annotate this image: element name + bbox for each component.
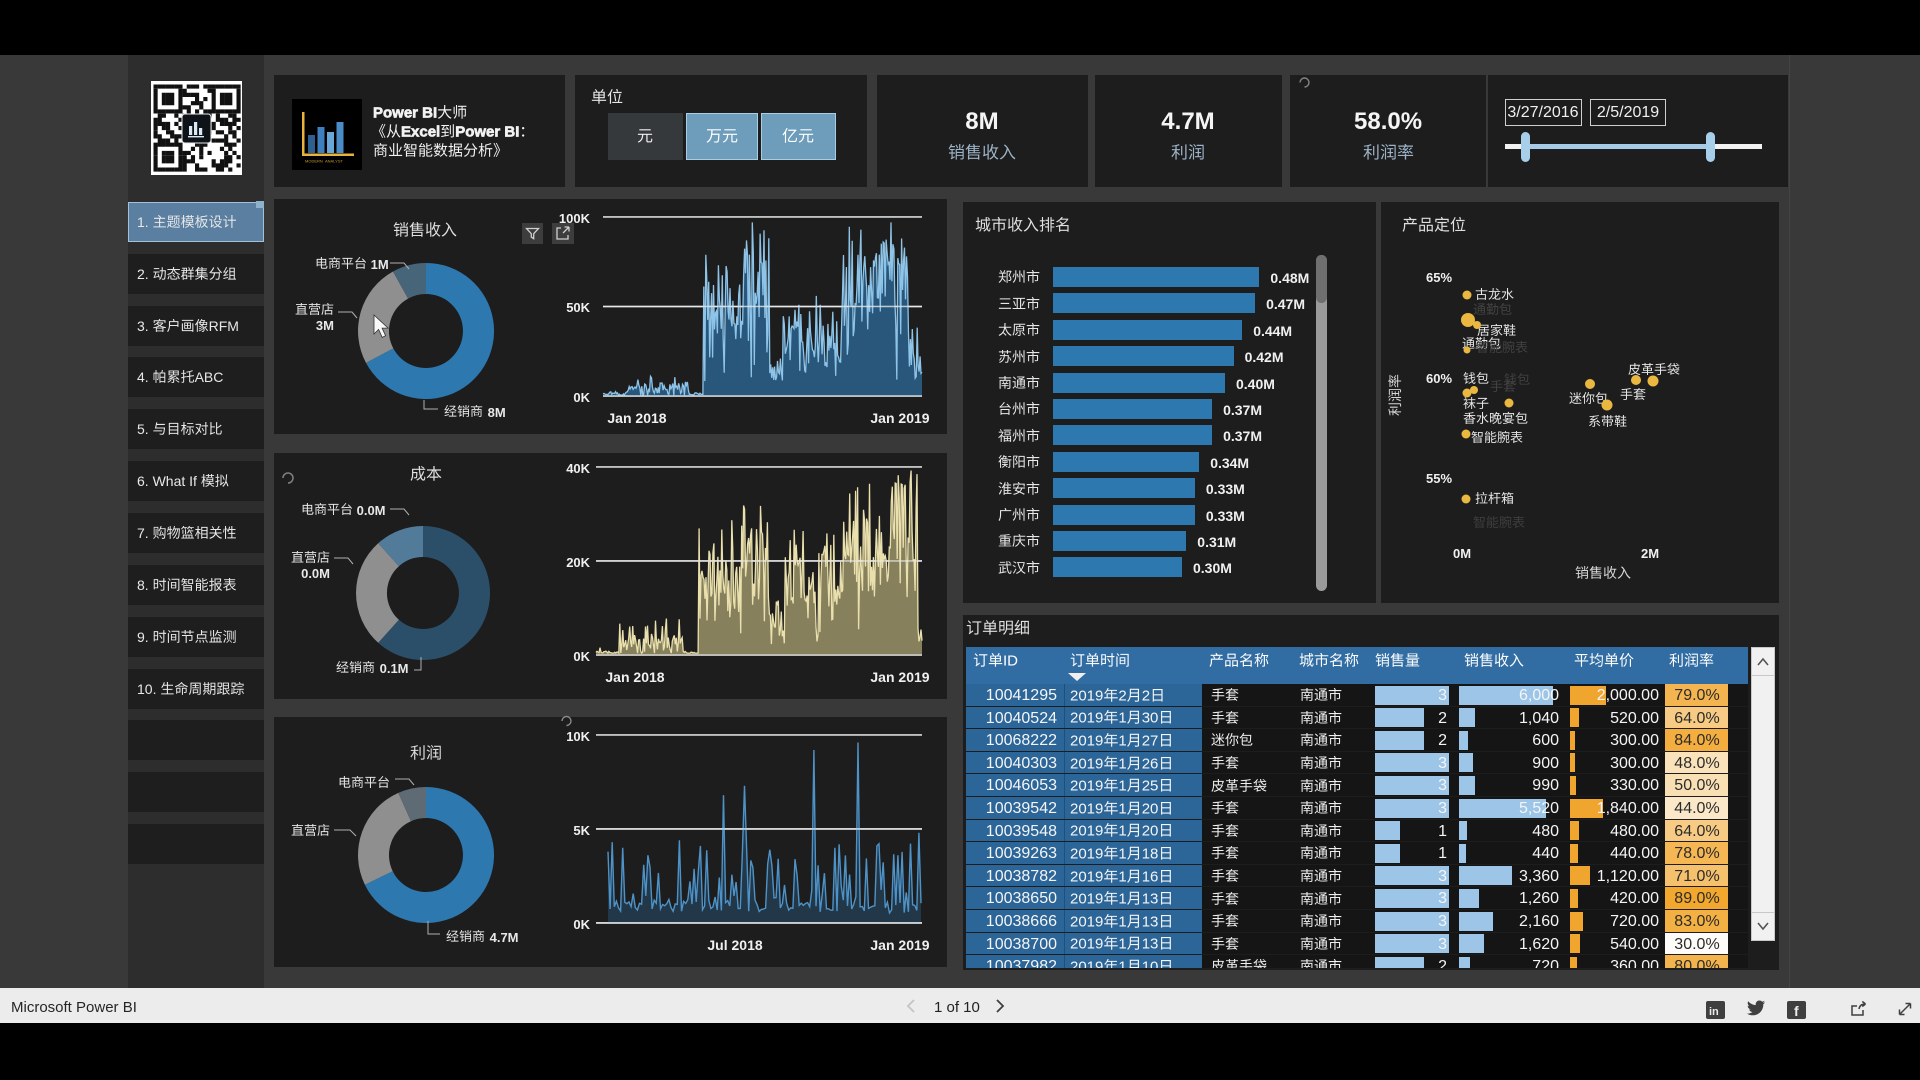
svg-text:13: 13	[1142, 891, 1159, 908]
svg-text:1: 1	[1118, 936, 1126, 953]
svg-text:2019: 2019	[1070, 823, 1103, 840]
svg-text:2019: 2019	[1070, 936, 1103, 953]
svg-text:1: 1	[1118, 800, 1126, 817]
svg-text:2019: 2019	[1070, 913, 1103, 930]
svg-text:25: 25	[1142, 778, 1159, 795]
svg-text:1: 1	[1118, 846, 1126, 863]
svg-text:1: 1	[1118, 755, 1126, 772]
svg-text:1: 1	[1118, 868, 1126, 885]
svg-text:2019: 2019	[1070, 710, 1103, 727]
svg-text:1: 1	[1118, 823, 1126, 840]
svg-text:1: 1	[1118, 778, 1126, 795]
svg-text:27: 27	[1142, 733, 1159, 750]
svg-text:18: 18	[1142, 846, 1159, 863]
svg-text:2019: 2019	[1070, 800, 1103, 817]
svg-text:1: 1	[1118, 733, 1126, 750]
svg-text:13: 13	[1142, 913, 1159, 930]
svg-text:4.: 4.	[137, 369, 153, 385]
svg-text:2019: 2019	[1070, 868, 1103, 885]
svg-text:1.: 1.	[137, 214, 153, 230]
svg-text:1: 1	[1118, 959, 1126, 968]
svg-text:1: 1	[1118, 891, 1126, 908]
svg-text:20: 20	[1142, 800, 1159, 817]
svg-text:MODERN ANALYST: MODERN ANALYST	[305, 159, 343, 164]
svg-text:2.: 2.	[137, 266, 153, 282]
svg-text:f: f	[1794, 1003, 1799, 1019]
svg-text:1: 1	[1118, 710, 1126, 727]
svg-text:2: 2	[1142, 687, 1150, 704]
svg-text:5.: 5.	[137, 421, 153, 437]
svg-text:30: 30	[1142, 710, 1159, 727]
svg-text:ID: ID	[1003, 653, 1018, 670]
svg-text:2019: 2019	[1070, 959, 1103, 968]
svg-text:Excel: Excel	[401, 124, 440, 141]
svg-text:2019: 2019	[1070, 891, 1103, 908]
svg-text:2019: 2019	[1070, 755, 1103, 772]
svg-text:20: 20	[1142, 823, 1159, 840]
svg-text:10: 10	[1142, 959, 1159, 968]
svg-text:7.: 7.	[137, 525, 153, 541]
svg-text:2: 2	[1118, 687, 1126, 704]
svg-text:10.: 10.	[137, 681, 160, 697]
svg-text:Power BI: Power BI	[455, 124, 519, 141]
svg-text:6. What If: 6. What If	[137, 473, 201, 489]
svg-text:in: in	[1709, 1006, 1719, 1018]
svg-text:3.: 3.	[137, 318, 153, 334]
svg-text:8.: 8.	[137, 577, 153, 593]
svg-text:Power BI: Power BI	[373, 105, 437, 122]
svg-text:2019: 2019	[1070, 846, 1103, 863]
svg-text:13: 13	[1142, 936, 1159, 953]
svg-text:ABC: ABC	[195, 369, 224, 385]
svg-text:26: 26	[1142, 755, 1159, 772]
svg-text:2019: 2019	[1070, 687, 1103, 704]
svg-text:1: 1	[1118, 913, 1126, 930]
svg-text:2019: 2019	[1070, 733, 1103, 750]
svg-text:2019: 2019	[1070, 778, 1103, 795]
svg-text:9.: 9.	[137, 629, 153, 645]
svg-text:16: 16	[1142, 868, 1159, 885]
svg-text:RFM: RFM	[209, 318, 239, 334]
